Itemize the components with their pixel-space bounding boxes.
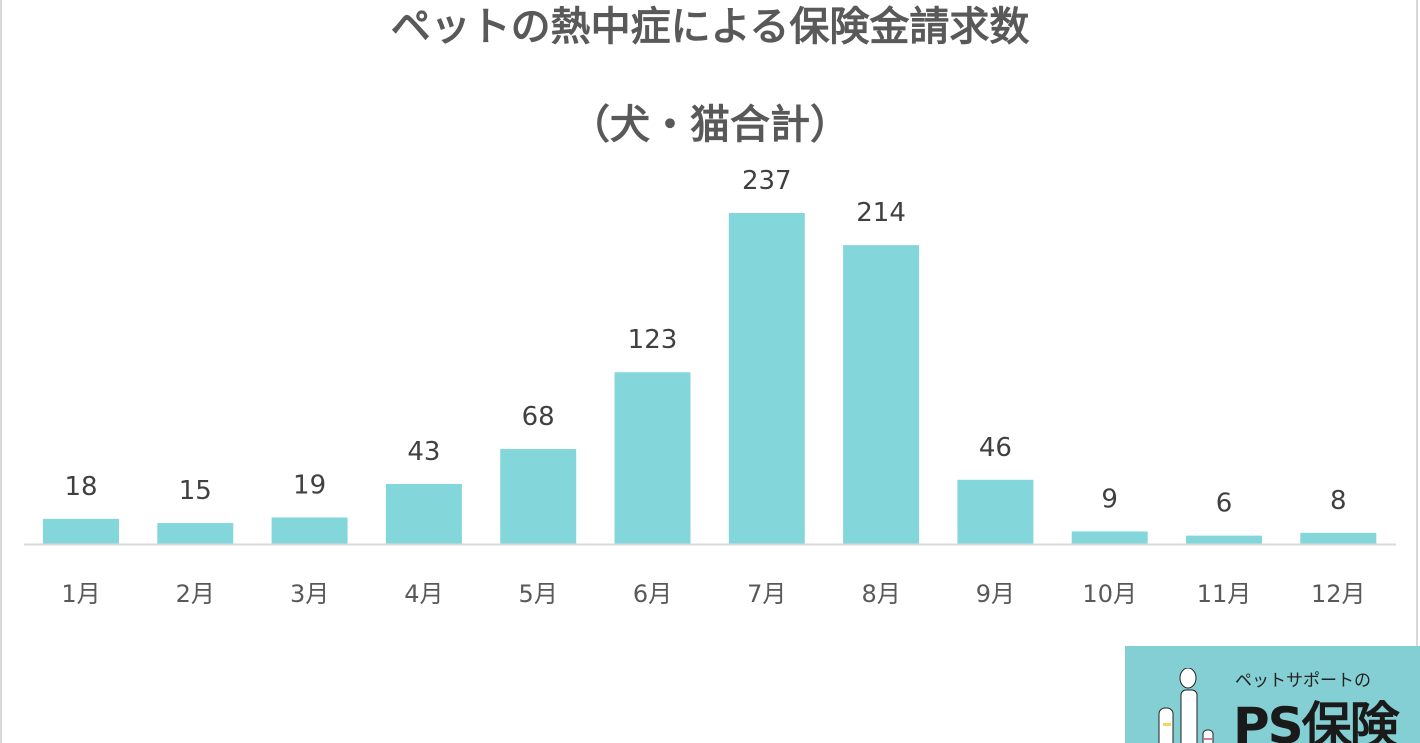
data-label: 19 (293, 470, 326, 500)
bar (385, 483, 462, 544)
data-label: 68 (522, 402, 555, 432)
data-label: 237 (742, 166, 792, 196)
bar (1071, 531, 1148, 544)
bar (728, 213, 805, 544)
x-tick-label: 6月 (633, 580, 672, 608)
x-tick-label: 12月 (1311, 580, 1366, 608)
data-label: 46 (979, 433, 1012, 463)
logo-tagline: ペットサポートの (1235, 671, 1371, 691)
chart-subtitle: （犬・猫合計） (570, 102, 850, 148)
x-tick-label: 11月 (1197, 580, 1252, 608)
x-tick-label: 8月 (861, 580, 900, 608)
data-label: 9 (1101, 484, 1118, 514)
bar (43, 518, 119, 544)
x-tick-label: 7月 (747, 580, 786, 608)
bar (843, 245, 920, 544)
x-tick-label: 9月 (976, 580, 1015, 608)
x-tick-label: 3月 (290, 580, 329, 608)
bar (957, 479, 1034, 544)
data-label: 6 (1216, 489, 1233, 519)
data-label: 8 (1330, 486, 1347, 516)
bar (271, 517, 348, 544)
owner-with-pets-illustration (1158, 668, 1214, 743)
data-label: 214 (856, 198, 906, 228)
x-tick-label: 1月 (61, 580, 100, 608)
data-label: 43 (407, 437, 440, 467)
chart-title: ペットの熱中症による保険金請求数 (390, 4, 1030, 50)
x-tick-label: 10月 (1082, 580, 1137, 608)
bar (1186, 535, 1262, 544)
x-tick-label: 2月 (176, 580, 215, 608)
data-label: 18 (64, 472, 97, 502)
bar (157, 523, 234, 544)
x-tick-label: 4月 (404, 580, 443, 608)
bar (1300, 532, 1377, 544)
data-label: 15 (179, 476, 212, 506)
ps-insurance-logo: ペットサポートの PS保険 (1125, 646, 1420, 743)
x-tick-label: 5月 (519, 580, 558, 608)
bar (614, 372, 691, 544)
logo-brand: PS保険 (1233, 697, 1400, 743)
data-label: 123 (628, 325, 678, 355)
bar (500, 449, 577, 544)
